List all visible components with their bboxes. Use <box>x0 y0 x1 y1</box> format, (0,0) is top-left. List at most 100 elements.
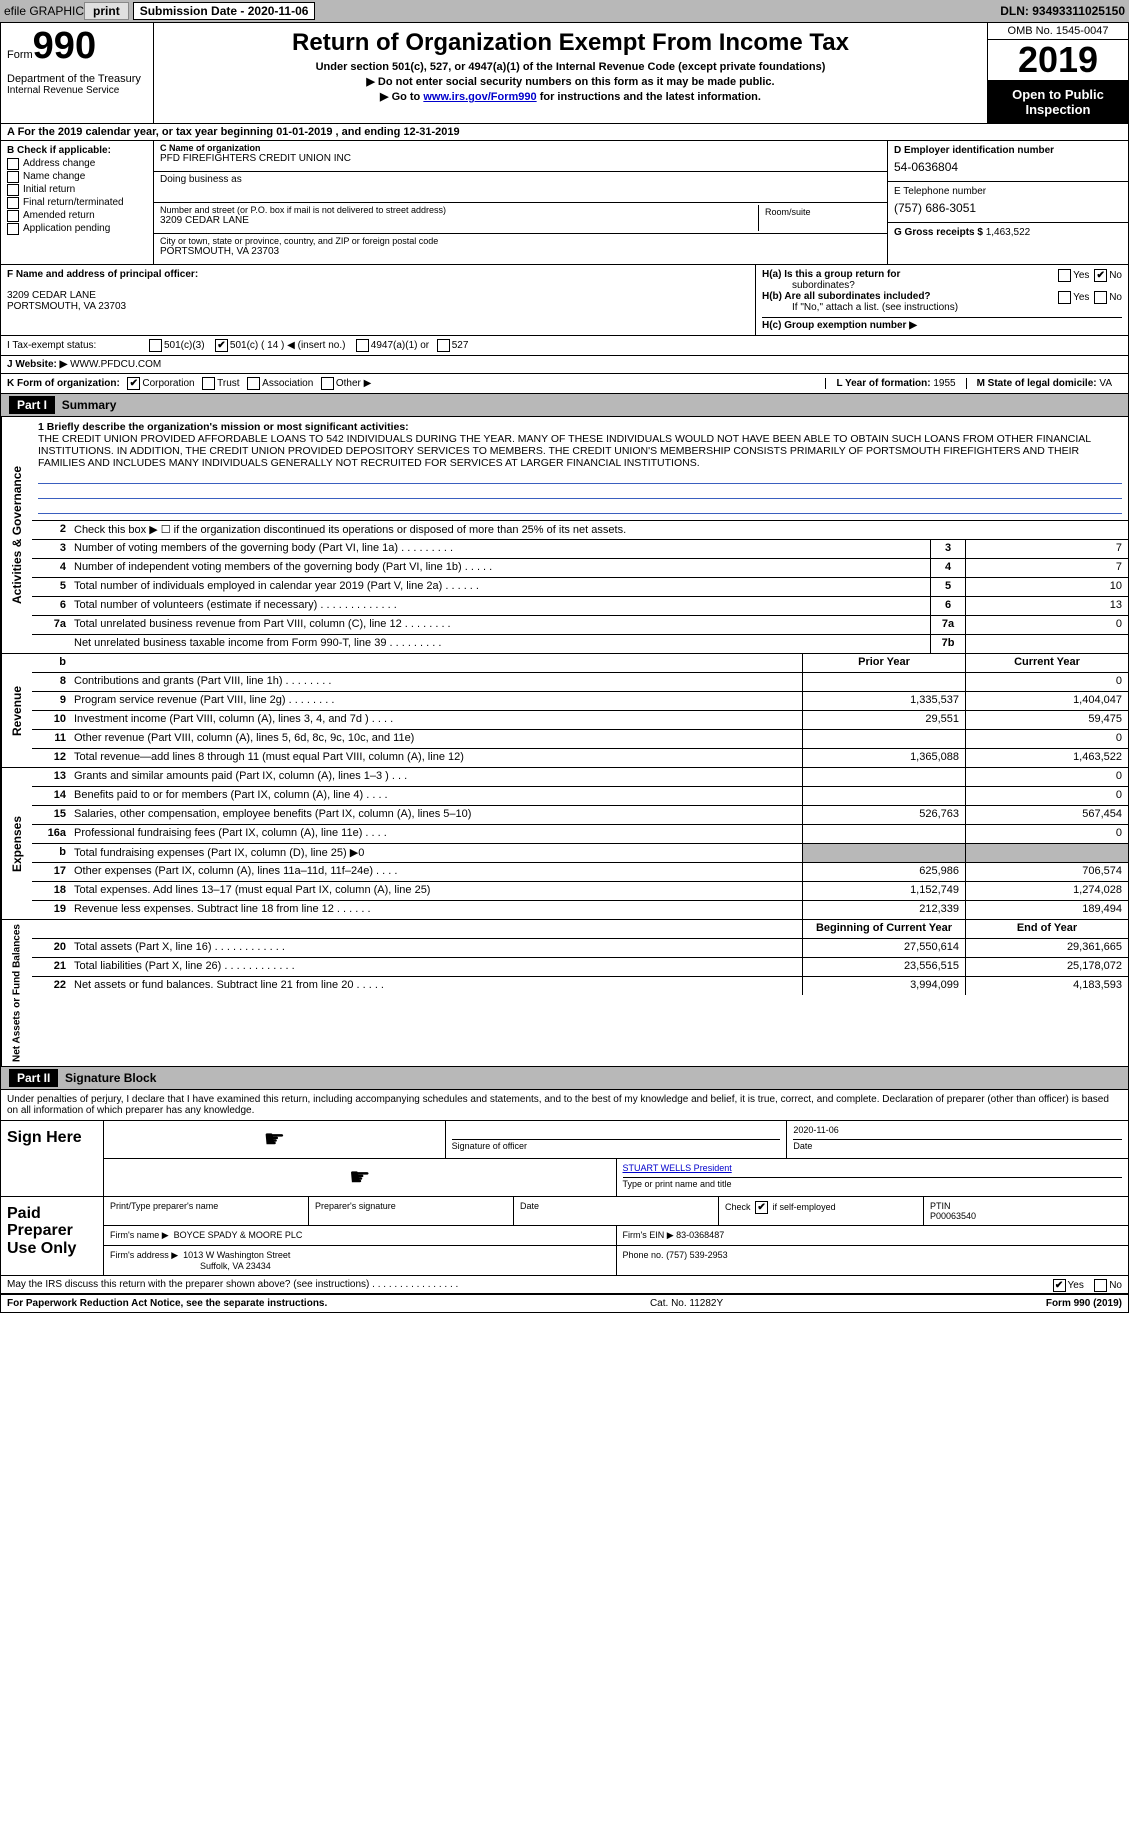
table-row: 4Number of independent voting members of… <box>32 559 1128 578</box>
form-header: Form990 Department of the Treasury Inter… <box>1 23 1128 124</box>
firm-name: BOYCE SPADY & MOORE PLC <box>174 1230 303 1240</box>
paid-preparer-label: Paid Preparer Use Only <box>1 1197 104 1275</box>
line-desc: Total assets (Part X, line 16) . . . . .… <box>70 939 802 957</box>
officer-addr2: PORTSMOUTH, VA 23703 <box>7 301 749 312</box>
current-year-hdr: Current Year <box>965 654 1128 672</box>
hb-yes-checkbox[interactable] <box>1058 291 1071 304</box>
print-button[interactable]: print <box>84 2 129 20</box>
table-row: 20Total assets (Part X, line 16) . . . .… <box>32 939 1128 958</box>
checkbox-icon <box>7 210 19 222</box>
4947-checkbox[interactable] <box>356 339 369 352</box>
line-num: 15 <box>32 806 70 824</box>
ha-yes-checkbox[interactable] <box>1058 269 1071 282</box>
tax-year: 2019 <box>988 40 1128 81</box>
chk-amended-return[interactable]: Amended return <box>7 210 147 222</box>
row-k-form-org: K Form of organization: Corporation Trus… <box>1 374 1128 394</box>
principal-officer: F Name and address of principal officer:… <box>1 265 756 335</box>
l-label: L Year of formation: <box>836 378 930 389</box>
line-box: 7a <box>930 616 965 634</box>
chk-application-pending[interactable]: Application pending <box>7 223 147 235</box>
phone-value: (757) 539-2953 <box>666 1250 728 1260</box>
chk-name-change[interactable]: Name change <box>7 171 147 183</box>
line-desc: Program service revenue (Part VIII, line… <box>70 692 802 710</box>
line-num: 20 <box>32 939 70 957</box>
line-desc: Salaries, other compensation, employee b… <box>70 806 802 824</box>
dln-label: DLN: 93493311025150 <box>1000 4 1125 18</box>
trust-checkbox[interactable] <box>202 377 215 390</box>
org-name-row: C Name of organization PFD FIREFIGHTERS … <box>154 141 887 172</box>
line-desc: Total revenue—add lines 8 through 11 (mu… <box>70 749 802 767</box>
current-value: 25,178,072 <box>965 958 1128 976</box>
group-return: H(a) Is this a group return for Yes No s… <box>756 265 1128 335</box>
officer-sig-cell: Signature of officer <box>446 1121 788 1158</box>
line-value: 10 <box>965 578 1128 596</box>
prior-value: 29,551 <box>802 711 965 729</box>
may-irs-discuss: May the IRS discuss this return with the… <box>1 1276 1128 1294</box>
footer-right: Form 990 (2019) <box>1046 1298 1122 1309</box>
501c3-checkbox[interactable] <box>149 339 162 352</box>
open-inspection: Open to Public Inspection <box>988 81 1128 123</box>
line-num: 22 <box>32 977 70 995</box>
discuss-no-checkbox[interactable] <box>1094 1279 1107 1292</box>
form-number: 990 <box>33 25 96 67</box>
current-value: 1,274,028 <box>965 882 1128 900</box>
officer-name-link[interactable]: STUART WELLS President <box>623 1163 732 1173</box>
may-irs-text: May the IRS discuss this return with the… <box>7 1279 458 1290</box>
address-row: Number and street (or P.O. box if mail i… <box>154 203 887 234</box>
room-label: Room/suite <box>765 207 811 217</box>
chk-initial-return[interactable]: Initial return <box>7 184 147 196</box>
line-desc: Investment income (Part VIII, column (A)… <box>70 711 802 729</box>
row-j-website: J Website: ▶ WWW.PFDCU.COM <box>1 356 1128 374</box>
firm-addr2: Suffolk, VA 23434 <box>110 1261 610 1271</box>
part-i-header: Part I Summary <box>1 394 1128 417</box>
corp-checkbox[interactable] <box>127 377 140 390</box>
prior-value: 3,994,099 <box>802 977 965 995</box>
line-box: 6 <box>930 597 965 615</box>
line-num: 4 <box>32 559 70 577</box>
prior-value: 27,550,614 <box>802 939 965 957</box>
netassets-header-row: Beginning of Current Year End of Year <box>32 920 1128 939</box>
527-checkbox[interactable] <box>437 339 450 352</box>
sig-date: 2020-11-06 <box>793 1125 1122 1140</box>
part-i-title: Summary <box>62 398 117 412</box>
end-year-hdr: End of Year <box>965 920 1128 938</box>
chk-address-change[interactable]: Address change <box>7 158 147 170</box>
hb-no-checkbox[interactable] <box>1094 291 1107 304</box>
sig-intro-text: Under penalties of perjury, I declare th… <box>1 1090 1128 1121</box>
opt-527: 527 <box>452 340 469 351</box>
assoc-checkbox[interactable] <box>247 377 260 390</box>
city-row: City or town, state or province, country… <box>154 234 887 264</box>
efile-label: efile GRAPHIC <box>4 4 84 18</box>
ha-label: H(a) Is this a group return for <box>762 269 900 280</box>
line-num: 3 <box>32 540 70 558</box>
sub3-pre: ▶ Go to <box>380 91 423 103</box>
chk-final-return[interactable]: Final return/terminated <box>7 197 147 209</box>
501c-checkbox[interactable] <box>215 339 228 352</box>
opt-assoc: Association <box>262 378 313 389</box>
check-label: Check <box>725 1201 751 1211</box>
ha-no-checkbox[interactable] <box>1094 269 1107 282</box>
website-label: J Website: ▶ <box>7 359 67 370</box>
other-checkbox[interactable] <box>321 377 334 390</box>
checkbox-icon <box>7 197 19 209</box>
current-value: 29,361,665 <box>965 939 1128 957</box>
chk-label: Final return/terminated <box>23 197 124 208</box>
col-d-ein-phone: D Employer identification number 54-0636… <box>887 141 1128 264</box>
table-row: 3Number of voting members of the governi… <box>32 540 1128 559</box>
ptin-value: P00063540 <box>930 1211 1122 1221</box>
prior-value <box>802 673 965 691</box>
irs-link[interactable]: www.irs.gov/Form990 <box>423 91 536 103</box>
current-value: 567,454 <box>965 806 1128 824</box>
no-label: No <box>1109 292 1122 303</box>
discuss-yes-checkbox[interactable] <box>1053 1279 1066 1292</box>
row-a-tax-year: A For the 2019 calendar year, or tax yea… <box>1 124 1128 141</box>
m-val: VA <box>1099 378 1112 389</box>
firm-ein: 83-0368487 <box>676 1230 724 1240</box>
line-desc: Total liabilities (Part X, line 26) . . … <box>70 958 802 976</box>
col-b-label: B Check if applicable: <box>7 145 147 156</box>
mission-block: 1 Briefly describe the organization's mi… <box>32 417 1128 521</box>
prep-name-cell: Print/Type preparer's name <box>104 1197 309 1225</box>
footer-left: For Paperwork Reduction Act Notice, see … <box>7 1298 327 1309</box>
self-employed-checkbox[interactable] <box>755 1201 768 1214</box>
line-desc: Net assets or fund balances. Subtract li… <box>70 977 802 995</box>
